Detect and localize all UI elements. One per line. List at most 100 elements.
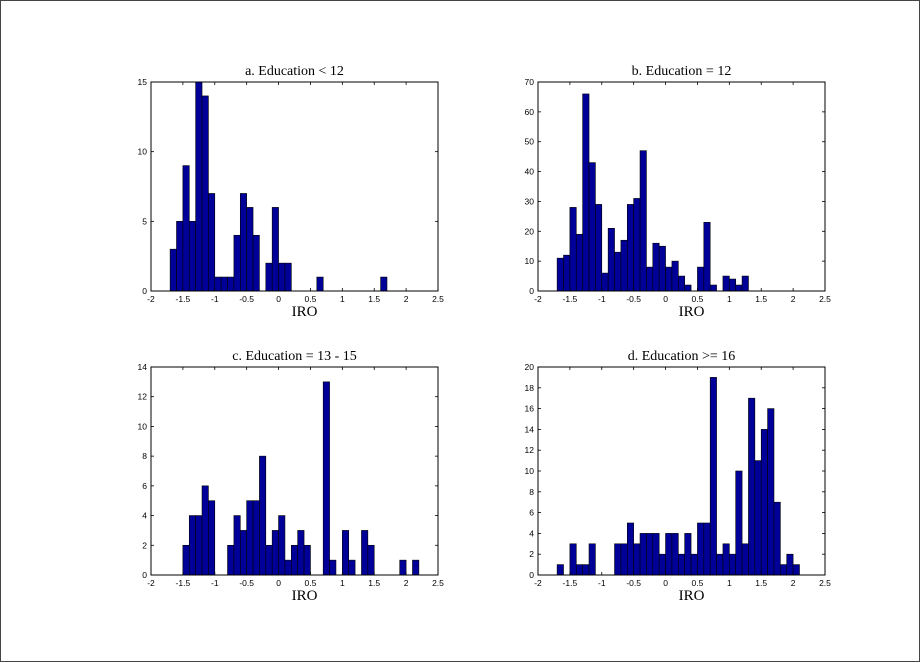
axes-box (150, 366, 439, 576)
x-tick-label: 0.5 (305, 578, 317, 588)
histogram-bar (658, 245, 666, 292)
histogram-bar (658, 553, 666, 576)
x-tick-label: 0 (276, 578, 281, 588)
x-tick-label: 1.5 (755, 294, 767, 304)
histogram-bar (646, 533, 654, 576)
x-tick-label: -0.5 (239, 294, 254, 304)
histogram-bar (614, 543, 622, 576)
x-tick-label: -2 (534, 578, 542, 588)
histogram-bar (265, 262, 273, 292)
x-tick-label: -2 (534, 294, 542, 304)
histogram-bar (208, 193, 216, 292)
x-tick-label: 2.5 (819, 294, 831, 304)
x-tick-label: 1.5 (368, 294, 380, 304)
chart-title: a. Education < 12 (245, 64, 344, 79)
histogram-bar (182, 544, 190, 576)
y-tick-label: 5 (142, 216, 147, 226)
histogram-bar (709, 377, 717, 576)
histogram-bar (729, 278, 737, 292)
x-tick-label: -0.5 (626, 294, 641, 304)
histogram-bar (278, 515, 286, 576)
x-tick-label: 2.5 (432, 294, 444, 304)
y-tick-label: 10 (525, 256, 535, 266)
x-tick-label: 1 (340, 294, 345, 304)
y-tick-label: 70 (525, 77, 535, 87)
y-tick-label: 8 (529, 487, 534, 497)
axes-box (150, 81, 439, 292)
histogram-bar (633, 198, 641, 292)
histogram-bar (342, 530, 350, 576)
chart-title: c. Education = 13 - 15 (232, 349, 357, 364)
x-axis-label: IRO (292, 304, 318, 320)
histogram-bar (671, 533, 679, 576)
histogram-bar (195, 515, 203, 576)
histogram-bar (284, 559, 292, 576)
y-tick-label: 50 (525, 137, 535, 147)
x-tick-label: 1 (340, 578, 345, 588)
histogram-bar (729, 553, 737, 576)
x-tick-label: -1 (598, 578, 606, 588)
axes-box (537, 81, 826, 292)
x-tick-label: -1 (598, 294, 606, 304)
histogram-bar (620, 239, 628, 292)
x-tick-label: 0 (276, 294, 281, 304)
histogram-bar (569, 543, 577, 576)
y-tick-label: 40 (525, 167, 535, 177)
x-tick-label: 2 (404, 578, 409, 588)
histogram-bar (690, 553, 698, 576)
x-tick-label: 0.5 (305, 294, 317, 304)
histogram-bar (735, 284, 743, 292)
histogram-bar (614, 251, 622, 292)
histogram-bar (380, 276, 388, 292)
histogram-bar (239, 193, 247, 292)
histogram-bar (697, 522, 705, 576)
y-tick-label: 20 (525, 362, 535, 372)
histogram-panel: b. Education = 12 -2 -1.5 -1 -0.5 0 0.5 1 1.5 2 2.… (525, 64, 832, 320)
histogram-bar (703, 522, 711, 576)
x-tick-label: -1 (211, 294, 219, 304)
x-tick-label: 0 (663, 294, 668, 304)
histogram-bar (201, 95, 209, 292)
histogram-bar (575, 233, 583, 292)
histogram-bar (169, 248, 177, 292)
x-tick-label: -2 (147, 294, 155, 304)
histogram-bar (607, 228, 615, 292)
histogram-bar (227, 276, 235, 292)
histogram-bar (760, 429, 768, 576)
x-tick-label: 1.5 (755, 578, 767, 588)
y-tick-label: 60 (525, 107, 535, 117)
histogram-panel: a. Education < 12 -2 -1.5 -1 -0.5 0 0.5 1 1.5 2 2.… (138, 64, 445, 320)
histogram-bar (214, 276, 222, 292)
chart-title: b. Education = 12 (632, 64, 732, 79)
x-tick-label: -1.5 (176, 294, 191, 304)
histogram-bar (652, 533, 660, 576)
histogram-bar (626, 522, 634, 576)
histogram-bar (703, 222, 711, 292)
histogram-bar (182, 165, 190, 292)
histogram-bar (246, 500, 254, 576)
y-tick-label: 2 (529, 549, 534, 559)
histogram-bar (665, 533, 673, 576)
x-axis-label: IRO (679, 588, 705, 604)
x-tick-label: 2 (791, 578, 796, 588)
x-tick-label: -1 (211, 578, 219, 588)
y-tick-label: 12 (525, 445, 535, 455)
histogram-bar (620, 543, 628, 576)
histogram-bar (633, 543, 641, 576)
histogram-bar (271, 530, 279, 576)
x-tick-label: 0.5 (692, 294, 704, 304)
histogram-bar (556, 257, 564, 292)
histogram-bar (582, 93, 590, 292)
histogram-bar (265, 544, 273, 576)
y-tick-label: 6 (142, 481, 147, 491)
y-tick-label: 4 (529, 528, 534, 538)
histogram-bar (767, 408, 775, 576)
histogram-bar (252, 500, 260, 576)
x-tick-label: -1.5 (563, 294, 578, 304)
y-tick-label: 0 (142, 286, 147, 296)
histogram-bar (176, 221, 184, 292)
histogram-bar (646, 266, 654, 292)
histogram-bar (569, 207, 577, 292)
histogram-bar (588, 162, 596, 292)
